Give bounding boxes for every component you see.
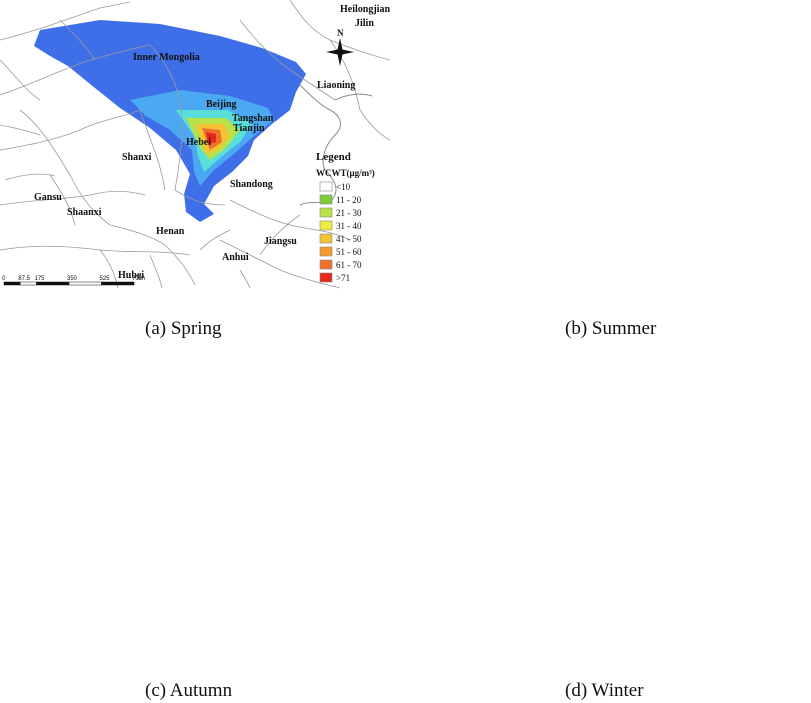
legend-item-label: 31 - 40 — [336, 221, 362, 231]
legend-swatch — [319, 259, 333, 270]
legend-item-label: <10 — [336, 182, 351, 192]
svg-text:Shandong: Shandong — [230, 179, 273, 190]
legend-item-label: 21 - 30 — [336, 208, 362, 218]
svg-text:Jiangsu: Jiangsu — [264, 236, 297, 247]
svg-text:Shanxi: Shanxi — [122, 152, 152, 163]
legend-item-label: 11 - 20 — [336, 195, 362, 205]
legend-swatch — [319, 194, 333, 205]
map-panel-winter: Heilongjiang Jilin Inner Mongolia Liaoni… — [0, 0, 390, 290]
svg-text:Liaoning: Liaoning — [317, 80, 355, 91]
scale-bar-segment — [36, 281, 70, 286]
scale-bar-segment — [68, 281, 102, 286]
caption-winter: (d) Winter — [565, 680, 644, 701]
svg-text:Hebei: Hebei — [186, 137, 211, 148]
scale-bar-tick: 0 — [2, 276, 6, 282]
svg-text:N: N — [337, 28, 344, 38]
scale-bar-unit: km — [137, 276, 145, 282]
scale-bar-tick: 87.5 — [18, 276, 30, 282]
caption-spring: (a) Spring — [145, 318, 222, 339]
svg-text:Tangshan: Tangshan — [232, 113, 274, 124]
svg-text:Heilongjiang: Heilongjiang — [340, 4, 390, 15]
scale-bar-segment — [20, 281, 37, 286]
legend-item-label: 51 - 60 — [336, 247, 362, 257]
svg-text:WCWT(μg/m³): WCWT(μg/m³) — [316, 168, 375, 178]
legend-item-label: 61 - 70 — [336, 260, 362, 270]
svg-text:Gansu: Gansu — [34, 192, 62, 203]
scale-bar-tick: 175 — [35, 276, 46, 282]
scale-bar-tick: 350 — [67, 276, 78, 282]
scale-bar-tick: 700 — [132, 276, 143, 282]
svg-text:Beijing: Beijing — [206, 99, 237, 110]
caption-summer: (b) Summer — [565, 318, 657, 339]
scale-bar-segment — [3, 281, 21, 286]
legend-swatch — [319, 220, 333, 231]
svg-text:Legend: Legend — [316, 151, 351, 163]
svg-text:Shaanxi: Shaanxi — [67, 207, 102, 218]
legend-item-label: >71 — [336, 273, 350, 283]
svg-text:Tianjin: Tianjin — [233, 123, 265, 134]
svg-text:Henan: Henan — [156, 226, 185, 237]
caption-autumn: (c) Autumn — [145, 680, 233, 701]
legend-swatch — [319, 272, 333, 283]
svg-text:Inner Mongolia: Inner Mongolia — [133, 52, 200, 63]
legend-swatch — [319, 233, 333, 244]
scale-bar-tick: 525 — [100, 276, 111, 282]
legend-swatch — [319, 246, 333, 257]
legend-swatch — [319, 207, 333, 218]
legend-item-label: 41 - 50 — [336, 234, 362, 244]
legend: Legend WCWT(μg/m³) <10 11 - 20 21 - 30 31 -… — [316, 151, 375, 283]
svg-text:Anhui: Anhui — [222, 252, 249, 263]
north-arrow-icon: N — [326, 28, 354, 66]
svg-text:Jilin: Jilin — [355, 18, 374, 29]
legend-swatch — [319, 181, 333, 192]
svg-text:Hubei: Hubei — [118, 270, 144, 281]
scale-bar-segment — [101, 281, 135, 286]
